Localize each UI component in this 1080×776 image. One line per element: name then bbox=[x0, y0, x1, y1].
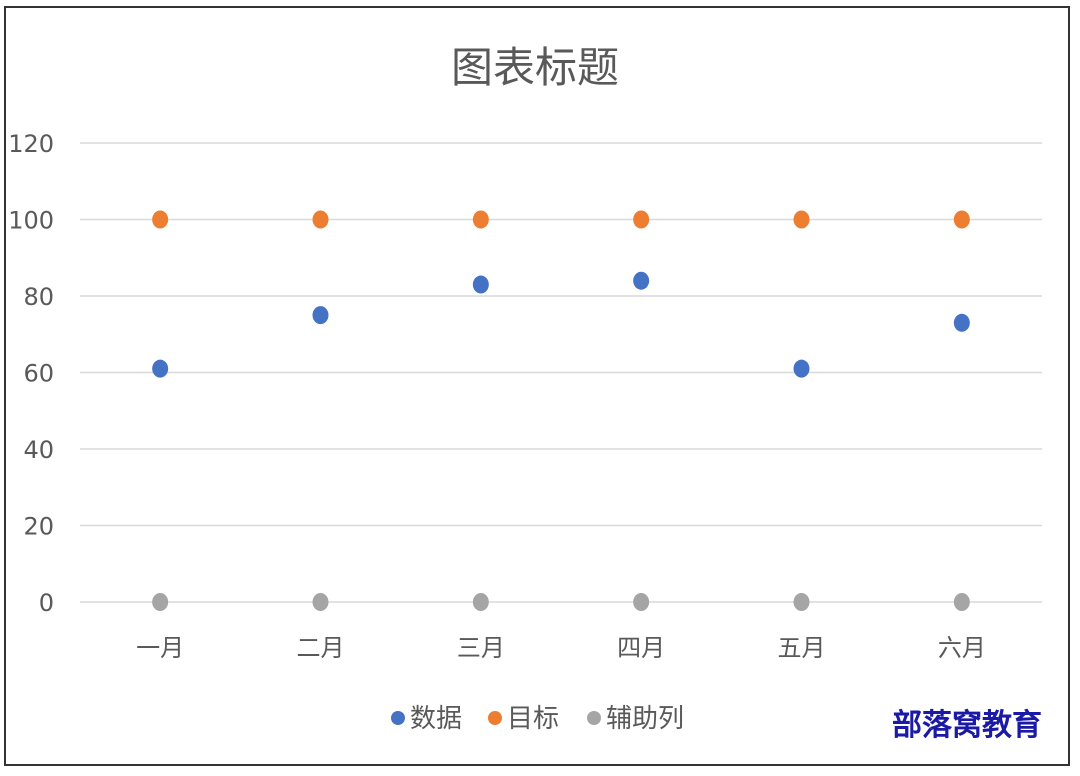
data-point bbox=[793, 359, 810, 378]
series-0 bbox=[152, 271, 970, 378]
data-point bbox=[152, 210, 169, 229]
data-point bbox=[152, 359, 169, 378]
chart-title: 图表标题 bbox=[451, 43, 619, 92]
legend-label: 目标 bbox=[507, 704, 559, 734]
data-point bbox=[793, 210, 810, 229]
data-point bbox=[472, 593, 489, 611]
data-point bbox=[633, 210, 650, 229]
y-tick-label: 80 bbox=[23, 283, 54, 311]
data-point bbox=[633, 593, 650, 611]
x-axis-ticks: 一月 二月 三月 四月 五月 六月 bbox=[136, 634, 986, 662]
y-tick-label: 60 bbox=[23, 360, 54, 388]
data-points bbox=[152, 210, 970, 611]
x-tick-label: 六月 bbox=[938, 634, 986, 662]
y-tick-label: 20 bbox=[23, 513, 54, 541]
legend-marker bbox=[391, 711, 405, 725]
y-tick-label: 120 bbox=[8, 130, 54, 158]
x-tick-label: 一月 bbox=[136, 634, 184, 662]
data-point bbox=[312, 210, 329, 229]
data-point bbox=[152, 593, 169, 611]
gridlines bbox=[80, 142, 1042, 603]
y-tick-label: 0 bbox=[39, 589, 54, 617]
data-point bbox=[472, 210, 489, 229]
series-1 bbox=[152, 210, 970, 229]
chart-frame bbox=[4, 6, 1070, 766]
legend-label: 辅助列 bbox=[606, 704, 684, 734]
data-point bbox=[312, 593, 329, 611]
y-tick-label: 40 bbox=[23, 436, 54, 464]
data-point bbox=[953, 593, 970, 611]
data-point bbox=[633, 271, 650, 290]
x-tick-label: 三月 bbox=[457, 634, 505, 662]
legend-marker bbox=[488, 711, 502, 725]
data-point bbox=[953, 210, 970, 229]
data-point bbox=[472, 275, 489, 294]
series-2 bbox=[152, 593, 970, 611]
x-tick-label: 五月 bbox=[778, 634, 826, 662]
legend: 数据 目标 辅助列 bbox=[391, 704, 684, 734]
data-point bbox=[793, 593, 810, 611]
legend-marker bbox=[587, 711, 601, 725]
x-tick-label: 四月 bbox=[617, 634, 665, 662]
y-axis-ticks: 0 20 40 60 80 100 120 bbox=[8, 130, 54, 617]
data-point bbox=[953, 313, 970, 332]
data-point bbox=[312, 306, 329, 325]
watermark-text: 部落窝教育 bbox=[892, 708, 1042, 743]
y-tick-label: 100 bbox=[8, 207, 54, 235]
legend-label: 数据 bbox=[410, 704, 462, 734]
x-tick-label: 二月 bbox=[297, 634, 345, 662]
